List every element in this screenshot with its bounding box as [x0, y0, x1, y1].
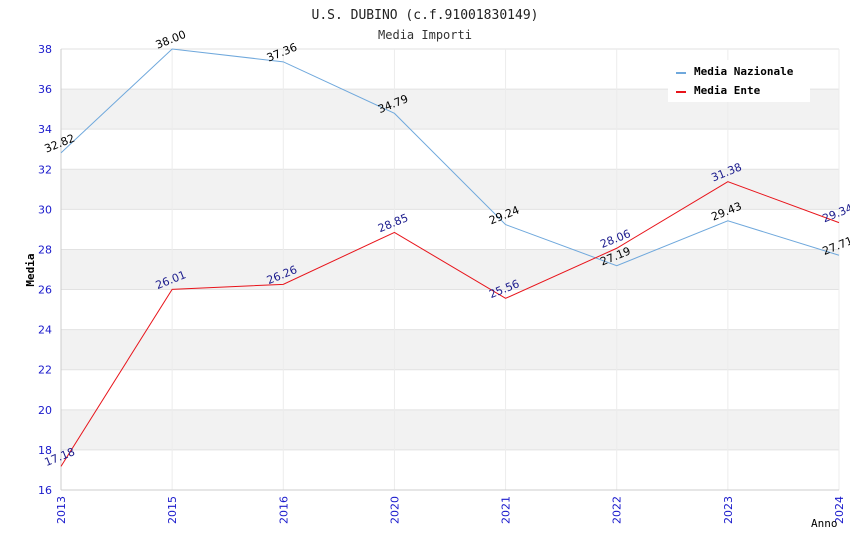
legend-box — [668, 60, 810, 102]
x-tick-label: 2020 — [388, 496, 401, 524]
grid-band — [61, 329, 839, 370]
y-tick-label: 22 — [38, 364, 52, 377]
series-line-media-ente — [60, 181, 840, 467]
chart-subtitle: Media Importi — [378, 28, 472, 42]
legend-label-media-ente: Media Ente — [694, 84, 761, 97]
x-tick-label: 2022 — [611, 496, 624, 524]
x-tick-label: 2013 — [55, 496, 68, 524]
series-line-media-nazionale — [60, 48, 840, 267]
grid-band — [61, 169, 839, 210]
y-tick-label: 38 — [38, 43, 52, 56]
grid-band — [61, 249, 839, 290]
y-tick-label: 32 — [38, 163, 52, 176]
x-tick-label: 2015 — [166, 496, 179, 524]
x-tick-label: 2016 — [277, 496, 290, 524]
data-label-media-nazionale: 37.36 — [265, 41, 299, 65]
y-tick-label: 26 — [38, 284, 52, 297]
x-tick-label: 2023 — [722, 496, 735, 524]
series-lines — [60, 48, 840, 467]
grid-lines — [60, 48, 840, 491]
y-tick-label: 36 — [38, 83, 52, 96]
x-tick-label: 2024 — [833, 496, 846, 524]
data-label-media-nazionale: 38.00 — [154, 28, 188, 52]
legend: Media Nazionale Media Ente — [668, 60, 810, 102]
data-label-media-ente: 28.85 — [376, 211, 410, 235]
y-axis-label: Media — [24, 253, 37, 286]
y-tick-label: 16 — [38, 484, 52, 497]
grid-bands — [61, 89, 839, 450]
y-tick-label: 18 — [38, 444, 52, 457]
y-tick-label: 28 — [38, 243, 52, 256]
x-axis-label: Anno — [811, 517, 838, 530]
grid-band — [61, 409, 839, 450]
x-tick-label: 2021 — [500, 496, 513, 524]
y-axis-ticks: 16 18 20 22 24 26 28 30 32 34 36 38 — [38, 43, 52, 497]
y-tick-label: 24 — [38, 324, 52, 337]
y-tick-label: 30 — [38, 203, 52, 216]
legend-label-media-nazionale: Media Nazionale — [694, 65, 794, 78]
chart-title: U.S. DUBINO (c.f.91001830149) — [312, 8, 539, 23]
y-tick-label: 34 — [38, 123, 52, 136]
x-axis-ticks: 2013 2015 2016 2020 2021 2022 2023 2024 — [55, 496, 846, 524]
y-tick-label: 20 — [38, 404, 52, 417]
